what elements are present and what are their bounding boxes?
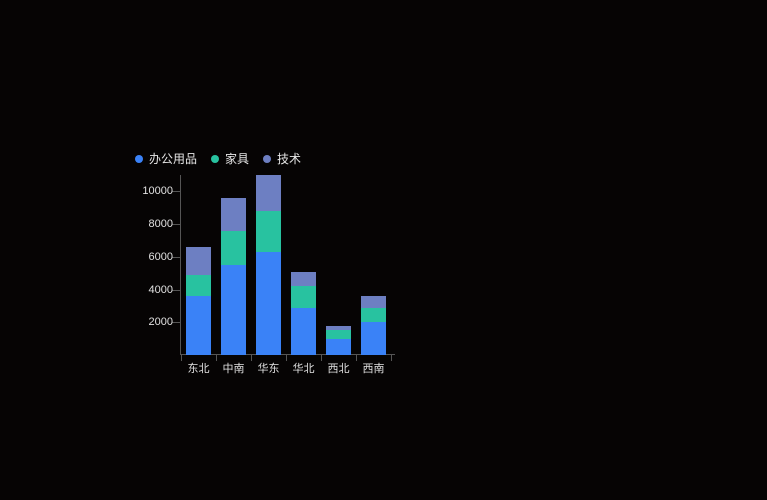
- legend-label: 技术: [277, 150, 301, 167]
- x-tick-label: 西南: [363, 360, 385, 376]
- x-tick: [216, 355, 217, 361]
- bar-segment: [361, 308, 386, 323]
- y-tick-label: 2000: [149, 316, 173, 328]
- bar-column: [256, 175, 281, 355]
- bar-segment: [256, 252, 281, 355]
- bar-segment: [186, 247, 211, 275]
- y-tick: [172, 290, 180, 291]
- bar-segment: [186, 275, 211, 296]
- x-tick: [356, 355, 357, 361]
- bar-segment: [326, 339, 351, 355]
- x-tick-label: 西北: [328, 360, 350, 376]
- y-tick-label: 10000: [142, 185, 173, 197]
- bar-segment: [221, 198, 246, 231]
- x-tick: [391, 355, 392, 361]
- bar-column: [186, 247, 211, 355]
- x-tick: [251, 355, 252, 361]
- bar-segment: [256, 211, 281, 252]
- y-tick: [172, 224, 180, 225]
- bar-segment: [361, 296, 386, 307]
- y-tick: [172, 191, 180, 192]
- bar-segment: [291, 286, 316, 307]
- bar-column: [221, 198, 246, 355]
- bar-segment: [291, 308, 316, 355]
- bar-segment: [361, 322, 386, 355]
- legend-item: 办公用品: [135, 150, 197, 167]
- chart-plot-area: 200040006000800010000东北中南华东华北西北西南: [180, 175, 395, 355]
- y-tick: [172, 257, 180, 258]
- legend-label: 办公用品: [149, 150, 197, 167]
- legend-swatch: [263, 155, 271, 163]
- legend-swatch: [211, 155, 219, 163]
- x-tick-label: 华东: [258, 360, 280, 376]
- legend-item: 家具: [211, 150, 249, 167]
- bar-segment: [326, 330, 351, 338]
- bar-segment: [186, 296, 211, 355]
- legend-item: 技术: [263, 150, 301, 167]
- x-tick-label: 华北: [293, 360, 315, 376]
- bar-column: [361, 296, 386, 355]
- y-tick-label: 4000: [149, 284, 173, 296]
- chart-legend: 办公用品 家具 技术: [135, 150, 301, 167]
- x-tick: [181, 355, 182, 361]
- bar-column: [326, 326, 351, 355]
- legend-swatch: [135, 155, 143, 163]
- bar-segment: [221, 231, 246, 265]
- x-tick: [321, 355, 322, 361]
- bar-segment: [326, 326, 351, 331]
- y-axis: [180, 175, 181, 355]
- bar-segment: [291, 272, 316, 287]
- x-tick-label: 中南: [223, 360, 245, 376]
- bar-column: [291, 272, 316, 355]
- x-tick: [286, 355, 287, 361]
- y-tick-label: 8000: [149, 218, 173, 230]
- bar-segment: [256, 175, 281, 211]
- y-tick: [172, 322, 180, 323]
- legend-label: 家具: [225, 150, 249, 167]
- bar-segment: [221, 265, 246, 355]
- x-tick-label: 东北: [188, 360, 210, 376]
- y-tick-label: 6000: [149, 251, 173, 263]
